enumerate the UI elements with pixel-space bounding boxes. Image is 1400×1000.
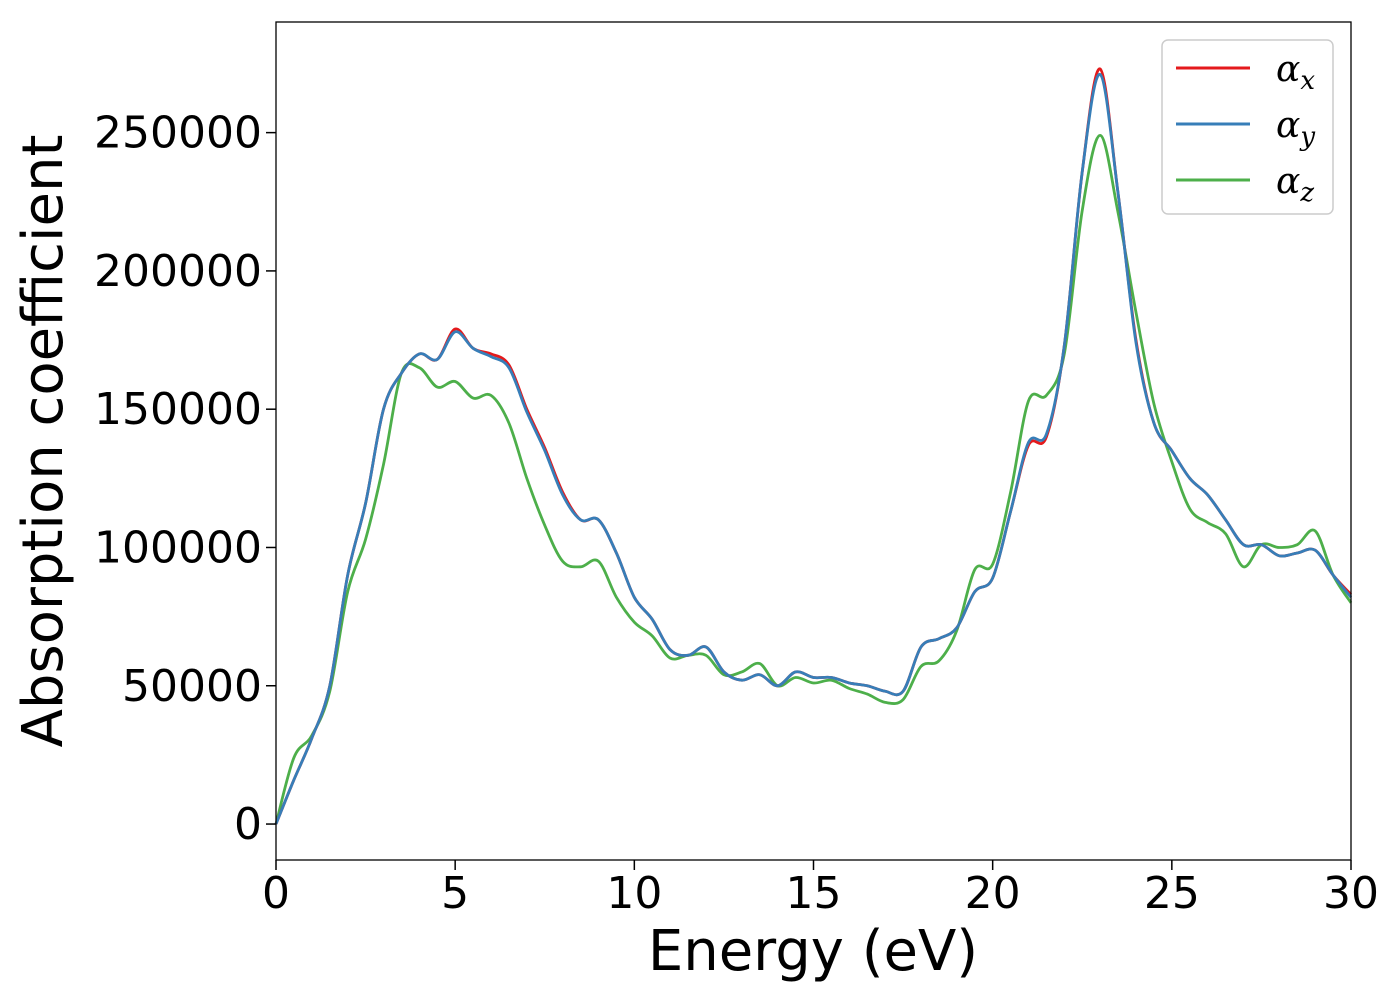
x-tick-label: 15 <box>786 868 842 919</box>
y-tick-label: 0 <box>234 799 262 850</box>
x-tick-label: 20 <box>965 868 1021 919</box>
x-tick-label: 25 <box>1144 868 1200 919</box>
y-tick-label: 50000 <box>122 661 262 712</box>
x-tick-label: 5 <box>441 868 469 919</box>
x-axis-label: Energy (eV) <box>648 919 978 984</box>
y-tick-label: 200000 <box>94 246 262 297</box>
legend-box <box>1161 39 1334 215</box>
y-tick-label: 150000 <box>94 384 262 435</box>
y-tick-label: 250000 <box>94 108 262 159</box>
legend: αx αy αz <box>1161 39 1334 215</box>
legend-label-y: αy <box>1276 105 1315 152</box>
series-line-y <box>274 73 1353 825</box>
x-tick-label: 0 <box>262 868 290 919</box>
legend-label-z: αz <box>1276 161 1314 208</box>
y-axis: 0 50000 100000 150000 200000 250000 <box>94 108 276 850</box>
y-axis-label: Absorption coefficient <box>11 135 76 748</box>
x-axis: 0 5 10 15 20 25 30 <box>262 860 1379 919</box>
y-tick-label: 100000 <box>94 522 262 573</box>
plot-series <box>274 67 1353 825</box>
legend-label-x: αx <box>1276 49 1315 96</box>
x-tick-label: 30 <box>1323 868 1379 919</box>
x-tick-label: 10 <box>606 868 662 919</box>
